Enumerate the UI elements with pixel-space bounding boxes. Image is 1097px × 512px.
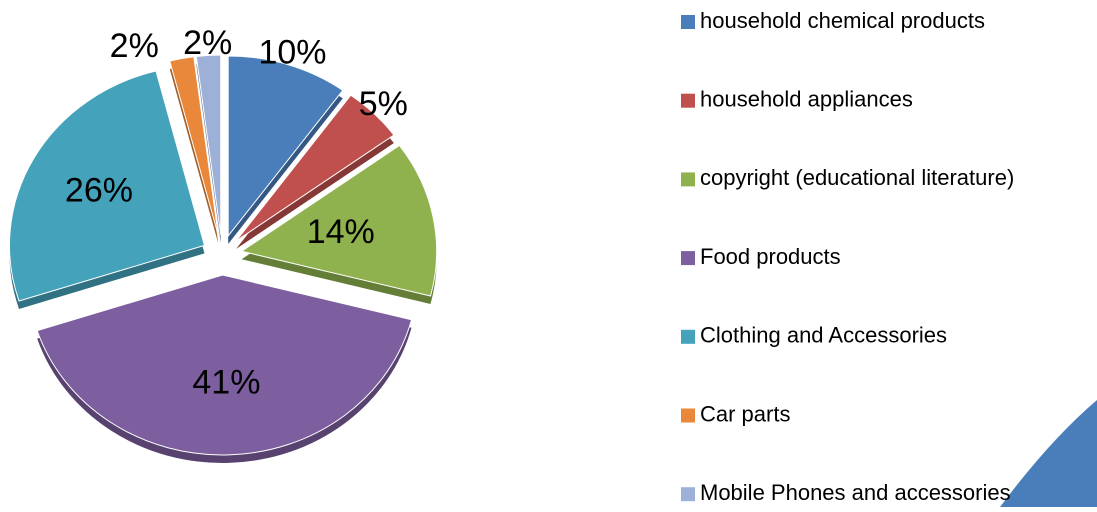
decorative-shape [1000,400,1097,507]
data-label: 26% [65,172,133,210]
slice [235,94,395,242]
legend-swatch [681,408,695,423]
slice [36,274,413,456]
slice [227,55,344,238]
legend-swatch [681,93,695,108]
legend-label: household chemical products [700,8,985,33]
slice-side [169,64,219,244]
legend-label: Mobile Phones and accessories [700,480,1011,505]
legend-label: copyright (educational literature) [700,165,1014,190]
legend-swatch [681,15,695,29]
data-label: 2% [110,27,159,65]
slice [240,144,438,297]
slice [169,56,219,236]
data-label: 10% [258,34,326,72]
legend-label: Car parts [700,401,790,426]
legend-label: household appliances [700,87,913,112]
legend: household chemical products household app… [681,8,1014,505]
legend-label: Clothing and Accessories [700,323,947,348]
legend-swatch [681,251,695,266]
slice [9,70,206,302]
legend-swatch [681,172,695,187]
data-label: 5% [359,85,408,123]
data-label: 2% [183,24,232,62]
data-label: 41% [192,364,260,402]
legend-swatch [681,487,695,502]
legend-label: Food products [700,244,841,269]
data-label: 14% [307,213,375,251]
legend-swatch [681,329,695,344]
pie: 10% 5% 14% 41% 26% 2% 2% [9,24,438,463]
slice [195,54,222,236]
